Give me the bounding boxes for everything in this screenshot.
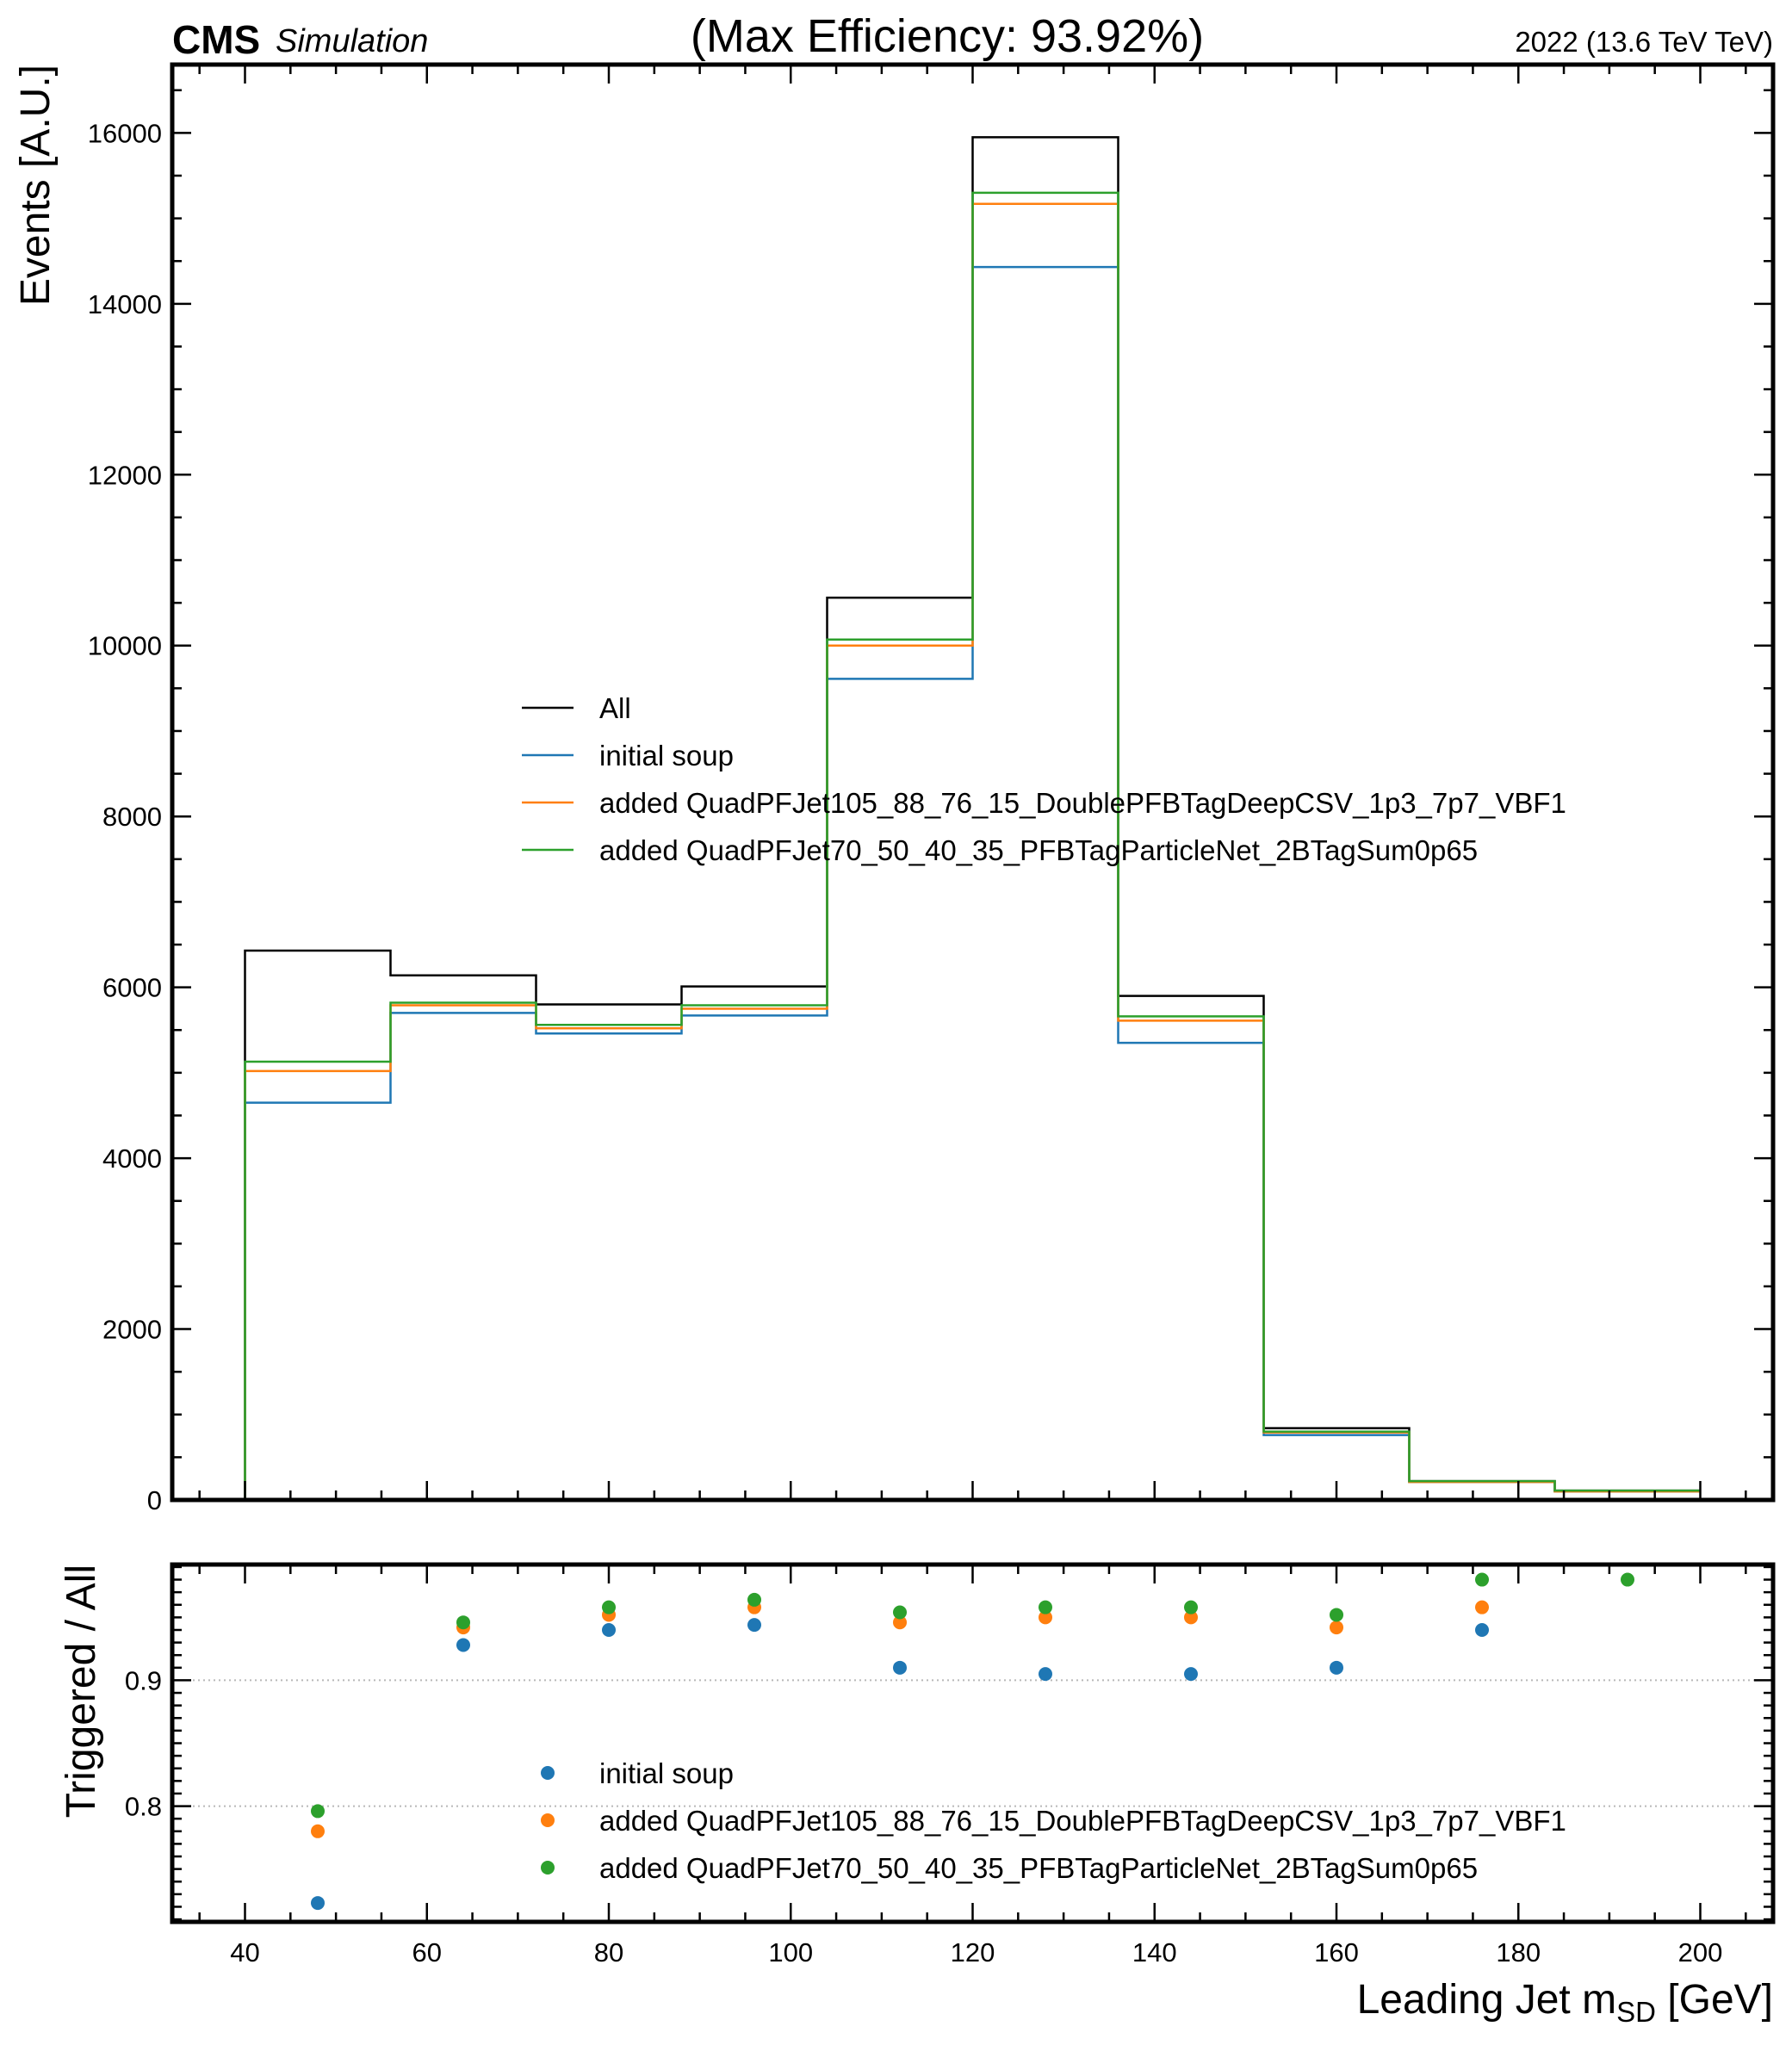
ratio-y-axis-title: Triggered / All: [59, 1565, 104, 1818]
main-y-tick-label: 0: [147, 1485, 162, 1515]
ratio-point-series-0: [747, 1618, 761, 1633]
x-tick-label: 120: [951, 1937, 995, 1968]
ratio-point-series-1: [1184, 1610, 1198, 1625]
main-y-axis-title: Events [A.U.]: [13, 65, 59, 306]
main-legend-label: added QuadPFJet70_50_40_35_PFBTagParticl…: [599, 834, 1478, 866]
ratio-point-series-2: [456, 1615, 470, 1630]
ratio-point-series-1: [893, 1615, 907, 1630]
x-tick-label: 160: [1314, 1937, 1359, 1968]
ratio-point-series-2: [893, 1605, 907, 1620]
ratio-y-tick-label: 0.8: [125, 1792, 162, 1822]
x-tick-label: 180: [1496, 1937, 1541, 1968]
ratio-point-series-1: [311, 1824, 325, 1838]
ratio-point-series-0: [1330, 1660, 1343, 1675]
x-axis-title-unit: [GeV]: [1656, 1977, 1773, 2023]
main-legend-label: initial soup: [599, 740, 734, 772]
ratio-point-series-2: [1330, 1608, 1343, 1622]
main-y-tick-label: 16000: [88, 118, 162, 148]
ratio-point-series-2: [1475, 1572, 1489, 1587]
ratio-point-series-2: [602, 1600, 616, 1614]
ratio-y-tick-label: 0.9: [125, 1665, 162, 1695]
chart-title: (Max Efficiency: 93.92%): [691, 10, 1204, 62]
ratio-point-series-0: [1184, 1667, 1198, 1682]
histogram-series-3: [244, 191, 1701, 1500]
main-y-tick-label: 12000: [88, 460, 162, 490]
ratio-legend-label: initial soup: [599, 1757, 734, 1789]
ratio-plot-frame: [170, 1562, 1776, 1924]
ratio-point-series-0: [1475, 1622, 1489, 1637]
main-y-tick-label: 4000: [102, 1143, 162, 1174]
ratio-point-series-2: [1621, 1572, 1634, 1587]
ratio-point-series-1: [1039, 1610, 1052, 1625]
x-axis-title-subscript: SD: [1616, 1996, 1656, 2028]
ratio-legend-marker: [541, 1766, 555, 1780]
x-tick-label: 100: [768, 1937, 813, 1968]
ratio-point-series-2: [1184, 1600, 1198, 1614]
experiment-label: CMS: [172, 17, 260, 62]
ratio-legend-label: added QuadPFJet105_88_76_15_DoublePFBTag…: [599, 1805, 1566, 1837]
ratio-point-series-0: [1039, 1667, 1052, 1682]
x-tick-label: 140: [1132, 1937, 1177, 1968]
main-y-tick-label: 10000: [88, 631, 162, 661]
main-y-tick-label: 8000: [102, 802, 162, 832]
simulation-tag: Simulation: [276, 23, 428, 59]
ratio-point-series-1: [1475, 1600, 1489, 1614]
ratio-point-series-2: [747, 1592, 761, 1607]
main-y-tick-label: 6000: [102, 973, 162, 1003]
main-y-tick-label: 2000: [102, 1315, 162, 1345]
ratio-point-series-1: [1330, 1621, 1343, 1635]
main-legend-label: All: [599, 692, 631, 724]
x-tick-label: 60: [412, 1937, 442, 1968]
ratio-panel: 40 60 80 100 120 140 160 180 200 0.8 0.9 initial s…: [59, 1562, 1776, 2028]
ratio-point-series-0: [893, 1660, 907, 1675]
main-plot-frame: [170, 62, 1776, 1503]
x-axis-title: Leading Jet mSD [GeV]: [1357, 1977, 1773, 2028]
ratio-legend-marker: [541, 1813, 555, 1827]
main-panel: 0 2000 4000 6000 8000 10000 12000 14000 16000 Al…: [13, 62, 1776, 1515]
ratio-point-series-2: [1039, 1600, 1052, 1614]
ratio-point-series-0: [602, 1622, 616, 1637]
x-tick-label: 80: [594, 1937, 623, 1968]
x-tick-label: 200: [1678, 1937, 1723, 1968]
main-y-tick-label: 14000: [88, 289, 162, 319]
ratio-point-series-0: [311, 1896, 325, 1911]
ratio-point-series-2: [311, 1804, 325, 1819]
ratio-legend-marker: [541, 1861, 555, 1875]
x-axis-title-main: Leading Jet m: [1357, 1977, 1617, 2023]
main-legend-label: added QuadPFJet105_88_76_15_DoublePFBTag…: [599, 787, 1566, 819]
ratio-legend-label: added QuadPFJet70_50_40_35_PFBTagParticl…: [599, 1852, 1478, 1884]
ratio-point-series-0: [456, 1638, 470, 1652]
lumi-label: 2022 (13.6 TeV TeV): [1515, 26, 1773, 58]
x-tick-label: 40: [230, 1937, 259, 1968]
